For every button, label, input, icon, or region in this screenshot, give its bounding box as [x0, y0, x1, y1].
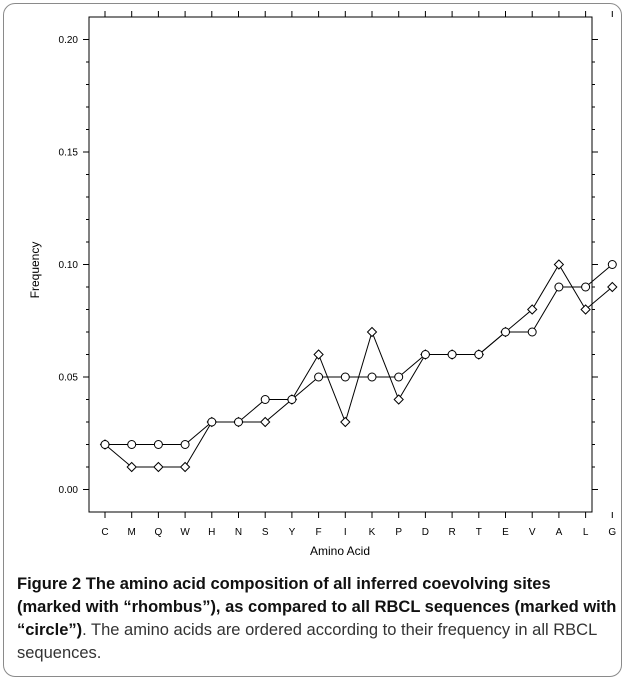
- y-tick-label: 0.20: [59, 35, 79, 46]
- circle-marker: [234, 417, 243, 427]
- circle-marker: [554, 282, 564, 292]
- y-axis-label: Frequency: [28, 242, 42, 299]
- series-line-rhombus: [104, 263, 613, 468]
- rhombus-marker: [179, 461, 191, 473]
- circle-marker: [394, 372, 404, 382]
- line-chart: 0.00 0.05 0.10 0.15 0.20 C M Q W H N S Y F I K P D R T E V A L…: [28, 11, 618, 558]
- circle-marker: [420, 350, 430, 359]
- circle-marker: [581, 282, 591, 292]
- x-tick-label: P: [395, 527, 402, 538]
- caption-label: Figure 2: [17, 575, 82, 593]
- circle-marker: [501, 327, 510, 337]
- circle-marker: [447, 350, 457, 359]
- x-tick-label: G: [608, 527, 616, 538]
- rhombus-marker: [526, 304, 538, 315]
- circle-marker: [527, 327, 537, 337]
- x-tick-label: I: [344, 527, 347, 538]
- circle-marker: [207, 417, 217, 427]
- y-tick-label: 0.00: [59, 485, 79, 496]
- circle-marker: [340, 372, 350, 382]
- x-tick-label: R: [448, 527, 455, 538]
- rhombus-marker: [580, 304, 591, 315]
- axes-ticks: [83, 11, 613, 518]
- x-tick-label: K: [369, 527, 376, 538]
- rhombus-marker: [126, 461, 137, 473]
- x-tick-label: N: [235, 527, 242, 538]
- circle-marker: [100, 440, 110, 449]
- circle-marker: [287, 395, 297, 404]
- y-tick-label: 0.10: [59, 260, 79, 271]
- circle-marker: [260, 395, 270, 404]
- x-tick-label: D: [422, 527, 429, 538]
- x-tick-label: V: [529, 527, 536, 538]
- x-tick-label: Y: [289, 527, 296, 538]
- x-tick-label: W: [180, 527, 190, 538]
- plot-area: [88, 16, 593, 513]
- rhombus-marker: [340, 416, 351, 428]
- y-tick-labels: 0.00 0.05 0.10 0.15 0.20: [59, 35, 79, 496]
- circle-marker: [127, 440, 137, 449]
- x-tick-label: H: [208, 527, 215, 538]
- x-tick-label: L: [583, 527, 589, 538]
- circle-marker: [367, 372, 377, 382]
- x-axis-label: Amino Acid: [310, 544, 370, 558]
- rhombus-marker: [393, 394, 404, 405]
- rhombus-marker: [553, 259, 565, 270]
- x-tick-label: C: [101, 527, 108, 538]
- x-tick-label: F: [316, 527, 322, 538]
- circle-marker: [180, 440, 190, 449]
- y-tick-label: 0.15: [59, 148, 79, 159]
- series-line-circle: [105, 264, 613, 445]
- figure-caption: Figure 2 The amino acid composition of a…: [17, 573, 617, 665]
- caption-rest: . The amino acids are ordered according …: [17, 621, 597, 662]
- rhombus-marker: [153, 461, 164, 473]
- circle-marker: [153, 440, 163, 449]
- rhombus-marker: [259, 416, 271, 428]
- rhombus-marker: [313, 349, 324, 360]
- figure-frame: [3, 3, 622, 677]
- y-tick-label: 0.05: [59, 373, 79, 384]
- circle-marker: [474, 350, 484, 359]
- circle-marker: [314, 372, 324, 382]
- x-tick-label: S: [262, 527, 269, 538]
- series-markers: [99, 259, 618, 473]
- x-tick-label: Q: [155, 527, 163, 538]
- rhombus-marker: [607, 281, 618, 293]
- rhombus-marker: [366, 326, 378, 338]
- x-tick-label: T: [476, 527, 482, 538]
- caption-bold-text: The amino acid composition of all inferr…: [17, 575, 617, 639]
- x-tick-label: A: [556, 527, 563, 538]
- series-lines: [104, 263, 613, 468]
- x-tick-label: E: [502, 527, 509, 538]
- x-tick-label: M: [128, 527, 136, 538]
- circle-marker: [607, 260, 617, 269]
